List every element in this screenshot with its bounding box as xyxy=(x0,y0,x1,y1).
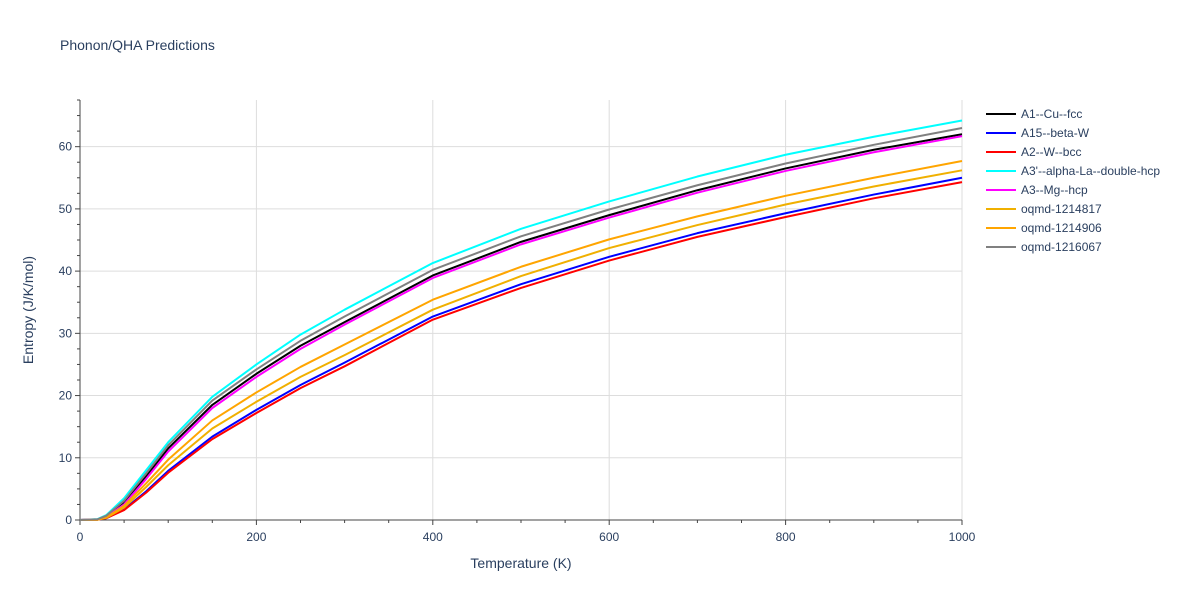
series-line-oqmd-1216067 xyxy=(79,127,963,521)
axes: 0 200 400 600 800 1000 0 10 20 30 40 50 60 xyxy=(59,99,976,544)
series-line-a2-w-bcc xyxy=(79,181,963,521)
legend-item[interactable]: A15--beta-W xyxy=(986,126,1090,140)
legend-label: oqmd-1214817 xyxy=(1021,202,1102,216)
legend-label: oqmd-1214906 xyxy=(1021,221,1102,235)
y-tick-label: 30 xyxy=(59,326,73,340)
legend-item[interactable]: oqmd-1214906 xyxy=(986,221,1102,235)
x-tick-label: 800 xyxy=(776,530,796,544)
legend-item[interactable]: A3'--alpha-La--double-hcp xyxy=(986,164,1160,178)
grid xyxy=(80,100,963,520)
legend-label: A2--W--bcc xyxy=(1021,145,1081,159)
x-tick-label: 0 xyxy=(77,530,84,544)
series-line-a1-cu-fcc xyxy=(79,133,963,521)
legend-item[interactable]: A2--W--bcc xyxy=(986,145,1081,159)
legend-item[interactable]: A3--Mg--hcp xyxy=(986,183,1088,197)
y-tick-label: 10 xyxy=(59,451,73,465)
legend-label: A3--Mg--hcp xyxy=(1021,183,1088,197)
y-tick-label: 0 xyxy=(65,513,72,527)
y-axis-title: Entropy (J/K/mol) xyxy=(20,256,36,364)
y-tick-label: 40 xyxy=(59,264,73,278)
x-tick-label: 600 xyxy=(599,530,619,544)
plot-area xyxy=(79,119,963,521)
legend-item[interactable]: oqmd-1214817 xyxy=(986,202,1102,216)
y-tick-label: 60 xyxy=(59,140,73,154)
x-tick-label: 200 xyxy=(246,530,266,544)
legend-label: oqmd-1216067 xyxy=(1021,240,1102,254)
legend-item[interactable]: oqmd-1216067 xyxy=(986,240,1102,254)
series-line-oqmd-1214817 xyxy=(79,169,963,521)
series-line-a3-alpha-la-double-hcp xyxy=(79,119,963,521)
legend-label: A3'--alpha-La--double-hcp xyxy=(1021,164,1160,178)
chart-title: Phonon/QHA Predictions xyxy=(60,37,215,53)
x-axis-title: Temperature (K) xyxy=(470,555,571,571)
legend-label: A1--Cu--fcc xyxy=(1021,107,1082,121)
series-line-a3-mg-hcp xyxy=(79,135,963,521)
y-tick-label: 50 xyxy=(59,202,73,216)
x-tick-label: 1000 xyxy=(949,530,976,544)
legend-label: A15--beta-W xyxy=(1021,126,1090,140)
legend: A1--Cu--fcc A15--beta-W A2--W--bcc A3'--alp… xyxy=(986,107,1160,254)
legend-item[interactable]: A1--Cu--fcc xyxy=(986,107,1082,121)
x-tick-label: 400 xyxy=(423,530,443,544)
y-tick-label: 20 xyxy=(59,389,73,403)
series-line-oqmd-1214906 xyxy=(79,159,963,521)
